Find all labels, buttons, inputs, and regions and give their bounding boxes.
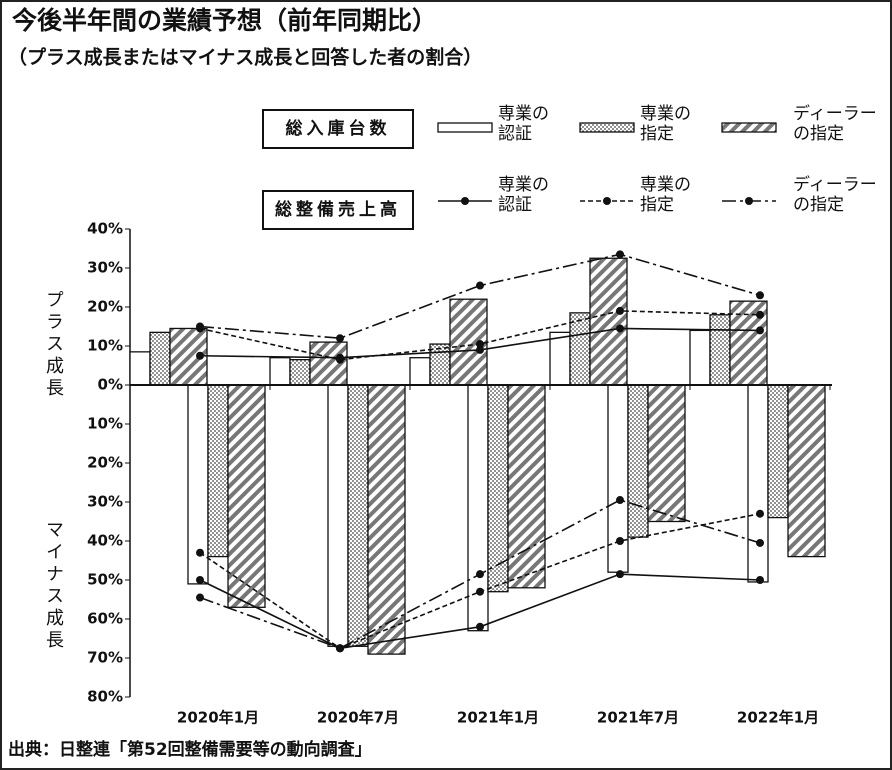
line-point (756, 326, 764, 335)
legend-swatch (437, 122, 493, 133)
y-tick-label: 60% (87, 610, 123, 628)
line-point (756, 291, 764, 300)
y-tick-label: 0% (98, 376, 123, 394)
line-point (616, 306, 624, 315)
y-tick-label: 40% (87, 532, 123, 550)
bar (347, 384, 369, 647)
y-tick-label: 50% (87, 571, 123, 589)
bar (767, 384, 789, 519)
legend-label: ディーラーの指定 (793, 175, 877, 215)
line-point (616, 250, 624, 259)
line-point (476, 570, 484, 579)
line-point (616, 324, 624, 333)
y-tick-label: 40% (87, 220, 123, 238)
line-point (476, 587, 484, 596)
line-point (476, 281, 484, 290)
y-tick-label: 10% (87, 337, 123, 355)
bar (549, 331, 571, 386)
bar (289, 358, 311, 386)
legend-label: 専業の指定 (640, 175, 691, 215)
y-tick-label: 70% (87, 649, 123, 667)
line-point (196, 351, 204, 360)
bar (327, 384, 349, 647)
legend-group-title: 総入庫台数 (262, 109, 414, 149)
line-point (336, 355, 344, 364)
line-point (196, 322, 204, 331)
chart-title: 今後半年間の業績予想（前年同期比） (12, 6, 437, 35)
y-tick-label: 30% (87, 259, 123, 277)
legend-point (461, 197, 469, 205)
line-point (756, 310, 764, 319)
bar (269, 357, 291, 386)
line-point (476, 622, 484, 631)
line-point (196, 548, 204, 557)
y-tick-label: 20% (87, 298, 123, 316)
bar (129, 351, 151, 386)
bar (367, 384, 406, 655)
y-tick-label: 30% (87, 493, 123, 511)
line-point (476, 345, 484, 354)
line-point (336, 644, 344, 653)
bar (647, 384, 686, 523)
line-point (616, 537, 624, 545)
bar (589, 257, 628, 386)
legend-swatch (579, 122, 635, 133)
legend-swatch (721, 122, 777, 133)
bar (747, 384, 769, 583)
line-point (476, 340, 484, 349)
x-tick-label: 2022年1月 (737, 709, 819, 727)
y-tick-label: 80% (87, 688, 123, 706)
line-point (196, 593, 204, 602)
line-point (616, 496, 624, 505)
bar (309, 341, 348, 386)
bar (627, 384, 649, 538)
x-tick-label: 2021年7月 (597, 709, 679, 727)
legend-label: 専業の指定 (640, 104, 691, 144)
bar (507, 384, 546, 589)
x-tick-label: 2020年7月 (317, 709, 399, 727)
line-point (756, 538, 764, 547)
y-tick-label: 20% (87, 454, 123, 472)
legend-label: 専業の認証 (498, 175, 549, 215)
bar (689, 329, 711, 386)
x-tick-label: 2021年1月 (457, 709, 539, 727)
source: 出典：日整連「第52回整備需要等の動向調査」 (8, 739, 372, 760)
bar (709, 314, 731, 386)
line-point (756, 509, 764, 518)
bar (429, 343, 451, 386)
legend-point (745, 197, 753, 205)
y-label: プラス成長 (43, 290, 64, 400)
bar (569, 312, 591, 386)
line (199, 253, 761, 340)
bar (227, 384, 266, 608)
line-point (616, 570, 624, 579)
legend-label: 専業の認証 (498, 104, 549, 144)
legend-group-title: 総整備売上高 (262, 190, 414, 230)
line-point (336, 334, 344, 343)
legend-label: ディーラーの指定 (793, 104, 877, 144)
bar (409, 357, 431, 386)
bar (149, 331, 171, 386)
y-tick-label: 10% (87, 415, 123, 433)
y-label: マイナス成長 (43, 520, 64, 652)
bar (207, 384, 229, 558)
legend-point (603, 197, 611, 205)
line-point (196, 576, 204, 584)
bar (449, 298, 488, 386)
chart-subtitle: （プラス成長またはマイナス成長と回答した者の割合） (8, 46, 482, 69)
line-point (756, 576, 764, 584)
x-tick-label: 2020年1月 (177, 709, 259, 727)
bar (787, 384, 826, 558)
